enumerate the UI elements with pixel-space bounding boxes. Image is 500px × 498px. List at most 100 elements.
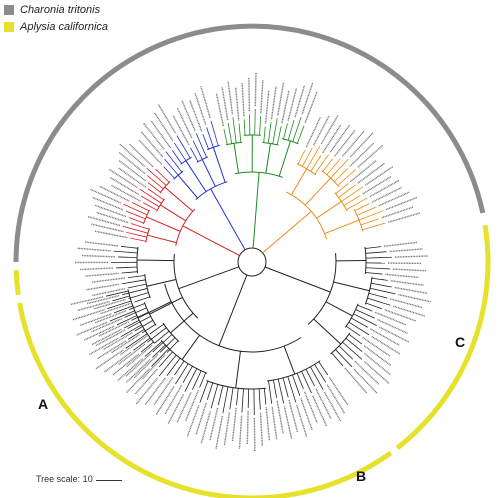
leaf-label-mark bbox=[95, 349, 124, 370]
branch-b bbox=[283, 345, 296, 375]
subclade-arc-b bbox=[267, 360, 321, 382]
branch-red bbox=[146, 216, 181, 232]
subclade-arc-green bbox=[225, 141, 243, 146]
leaf-label-mark bbox=[320, 114, 339, 145]
legend-item-charonia: Charonia tritonis bbox=[4, 4, 100, 16]
leaf-label-mark bbox=[227, 81, 234, 115]
leaf-label-mark bbox=[99, 185, 130, 202]
leaf-branch bbox=[238, 123, 242, 143]
subclade-arc-b bbox=[206, 380, 266, 390]
subclade-arc-c bbox=[344, 303, 359, 328]
leaf-label-mark bbox=[270, 86, 277, 120]
subclade-arc-red bbox=[145, 228, 150, 243]
clade-arc-c bbox=[307, 253, 337, 325]
leaf-label-mark bbox=[200, 411, 211, 444]
leaf-branch bbox=[147, 188, 164, 201]
leaf-branch bbox=[333, 168, 349, 182]
leaf-branch bbox=[175, 363, 189, 385]
leaf-branch bbox=[130, 223, 150, 230]
leaf-label-mark bbox=[287, 88, 298, 121]
branch-a bbox=[149, 296, 183, 315]
leaf-label-mark bbox=[349, 142, 375, 167]
leaf-label-mark bbox=[125, 353, 151, 377]
leaf-label-mark bbox=[89, 337, 119, 356]
subclade-arc-red bbox=[156, 198, 165, 212]
subclade-arc-a bbox=[143, 302, 157, 326]
branch-a bbox=[137, 259, 175, 262]
leaf-label-mark bbox=[389, 248, 423, 253]
subclade-arc-blue bbox=[207, 144, 220, 151]
stem-a bbox=[178, 266, 240, 290]
leaf-label-mark bbox=[112, 353, 140, 376]
subclade-arc-orange bbox=[353, 209, 364, 232]
leaf-label-mark bbox=[172, 115, 190, 146]
leaf-branch bbox=[151, 348, 170, 367]
leaf-branch bbox=[222, 386, 229, 414]
clade-label-b: B bbox=[356, 468, 367, 484]
leaf-branch bbox=[310, 366, 324, 390]
branch-green bbox=[233, 143, 239, 174]
leaf-branch bbox=[355, 309, 375, 319]
leaf-label-mark bbox=[140, 131, 164, 158]
leaf-label-mark bbox=[72, 308, 105, 321]
branch-c bbox=[313, 318, 342, 345]
legend-label-aplysia: Aplysia californica bbox=[20, 21, 109, 33]
leaf-label-mark bbox=[91, 317, 123, 333]
branch-b bbox=[181, 334, 200, 360]
leaf-label-mark bbox=[70, 296, 104, 306]
leaf-label-mark bbox=[90, 188, 121, 204]
leaf-branch bbox=[341, 186, 364, 202]
leaf-branch bbox=[343, 195, 361, 206]
leaf-label-mark bbox=[371, 186, 402, 203]
leaf-branch bbox=[152, 344, 166, 358]
leaf-label-mark bbox=[91, 328, 122, 346]
leaf-branch bbox=[127, 283, 147, 289]
leaf-label-mark bbox=[92, 196, 124, 211]
subclade-arc-c bbox=[364, 247, 367, 274]
leaf-label-mark bbox=[288, 399, 299, 433]
subclade-arc-red bbox=[142, 209, 150, 225]
leaf-branch bbox=[365, 267, 390, 270]
subclade-arc-red bbox=[159, 181, 171, 194]
subclade-arc-blue bbox=[196, 156, 209, 163]
leaf-branch bbox=[330, 158, 349, 179]
leaf-branch bbox=[126, 231, 147, 238]
leaf-branch bbox=[314, 154, 329, 175]
legend-item-aplysia: Aplysia californica bbox=[4, 21, 108, 33]
leaf-label-mark bbox=[142, 354, 166, 380]
leaf-label-mark bbox=[357, 144, 383, 168]
leaf-label-mark bbox=[305, 117, 321, 148]
leaf-label-mark bbox=[271, 406, 278, 440]
branch-green bbox=[265, 143, 272, 174]
leaf-branch bbox=[166, 340, 179, 353]
leaf-branch bbox=[125, 210, 146, 220]
leaf-label-mark bbox=[265, 407, 271, 441]
leaf-branch bbox=[292, 116, 302, 142]
stem-orange bbox=[262, 210, 312, 254]
leaf-branch bbox=[128, 303, 145, 311]
leaf-branch bbox=[147, 182, 161, 193]
leaf-label-mark bbox=[231, 408, 237, 442]
leaf-branch bbox=[146, 175, 164, 190]
leaf-label-mark bbox=[326, 384, 345, 414]
leaf-label-mark bbox=[341, 130, 365, 157]
subclade-arc-orange bbox=[321, 170, 340, 187]
leaf-label-mark bbox=[118, 160, 146, 182]
leaf-branch bbox=[134, 296, 150, 303]
leaf-branch bbox=[149, 323, 164, 335]
leaf-branch bbox=[163, 166, 175, 179]
leaf-label-mark bbox=[157, 104, 177, 134]
branch-orange bbox=[291, 168, 308, 195]
leaf-branch bbox=[370, 287, 396, 295]
leaf-label-mark bbox=[370, 328, 400, 346]
leaf-label-mark bbox=[301, 82, 314, 115]
leaf-label-mark bbox=[92, 277, 126, 283]
clade-arc-b bbox=[164, 283, 302, 353]
leaf-branch bbox=[243, 119, 246, 136]
subclade-arc-a bbox=[136, 246, 139, 274]
leaf-branch bbox=[144, 341, 163, 357]
leaf-branch bbox=[232, 117, 237, 144]
leaf-label-mark bbox=[108, 168, 138, 189]
leaf-label-mark bbox=[77, 300, 110, 312]
